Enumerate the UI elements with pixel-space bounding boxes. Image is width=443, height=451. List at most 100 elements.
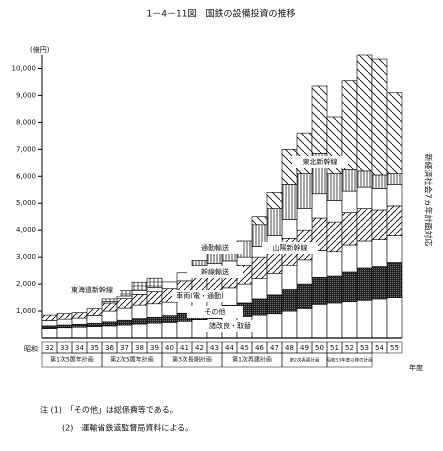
bar-segment xyxy=(146,303,163,318)
bar-segment xyxy=(161,281,178,289)
bar-segment xyxy=(131,281,148,291)
bar-segment xyxy=(236,256,253,266)
bar-segment xyxy=(161,322,178,339)
bar-segment xyxy=(131,318,148,325)
x-tick-label: 40 xyxy=(165,344,174,352)
bar-segment xyxy=(266,208,283,236)
y-tick-label: 9,000 xyxy=(16,91,36,99)
bar-segment xyxy=(131,289,148,295)
bar-segment xyxy=(101,302,118,312)
bar-segment xyxy=(371,298,388,339)
legend-bg xyxy=(172,290,228,302)
series-label: 東北新幹線 xyxy=(303,157,338,166)
plan-label: 第2次再建計画 xyxy=(290,357,320,364)
note: (2) 運輸省鉄道監督局資料による。 xyxy=(62,423,193,433)
x-tick-label: 33 xyxy=(60,344,69,352)
bar-segment xyxy=(341,271,358,302)
bar-segment xyxy=(101,321,118,327)
bar-segment xyxy=(131,304,148,319)
bar-segment xyxy=(86,323,103,327)
y-tick-label: 2,000 xyxy=(16,280,36,288)
bar-segment xyxy=(311,85,328,154)
plan-cell xyxy=(326,352,373,368)
bar-segment xyxy=(386,262,403,298)
bar-segment xyxy=(146,277,163,288)
bar-segment xyxy=(251,278,268,300)
x-tick-label: 38 xyxy=(135,344,144,352)
bar-segment xyxy=(311,304,328,339)
x-suffix: 年度 xyxy=(409,363,423,372)
bar-segment xyxy=(341,169,358,192)
bar-segment xyxy=(371,58,388,176)
y-tick-label: 1,000 xyxy=(16,307,36,315)
x-tick-label: 36 xyxy=(105,344,114,352)
legend-bg xyxy=(202,320,258,332)
bar-segment xyxy=(176,320,193,339)
bar-segment xyxy=(71,326,88,339)
bar-segment xyxy=(326,302,343,339)
bar-segment xyxy=(371,266,388,300)
x-tick-label: 41 xyxy=(180,344,189,352)
bar-segment xyxy=(296,259,313,285)
bar-segment xyxy=(251,256,268,280)
bar-segment xyxy=(266,294,283,315)
bar-segment xyxy=(56,324,73,329)
bar-segment xyxy=(251,216,268,226)
bar-segment xyxy=(146,322,163,339)
bar-segment xyxy=(356,240,373,269)
bar-segment xyxy=(116,295,133,299)
series-label: 車両(電・通勤) xyxy=(176,291,224,300)
x-tick-label: 48 xyxy=(285,344,294,352)
bar-segment xyxy=(41,314,58,321)
plan-label: 昭和53年度以降の計画 xyxy=(326,357,373,364)
x-tick-label: 42 xyxy=(195,344,204,352)
series-label: 諸改良・取替 xyxy=(209,321,251,330)
chart-title: 1－4－11図 国鉄の設備投資の推移 xyxy=(147,8,296,20)
bar-segment xyxy=(251,298,268,316)
x-tick-label: 32 xyxy=(45,344,54,352)
series-label: 幹線輸送 xyxy=(201,267,229,276)
bar-segment xyxy=(281,289,298,312)
bar-segment xyxy=(386,92,403,174)
x-tick-label: 39 xyxy=(150,344,159,352)
bar-segment xyxy=(266,313,283,339)
x-tick-label: 51 xyxy=(330,344,339,352)
legend-bg xyxy=(187,306,243,318)
plan-label: 第1次5箇年計画 xyxy=(50,356,94,364)
x-tick-label: 53 xyxy=(360,344,369,352)
legend-bg xyxy=(187,242,243,254)
bar-segment xyxy=(296,173,313,209)
bar-segment xyxy=(41,328,58,339)
bar-segment xyxy=(326,221,343,253)
bar-segment xyxy=(116,298,133,309)
bar-segment xyxy=(296,308,313,339)
bar-segment xyxy=(206,252,223,264)
legend-bg xyxy=(64,284,120,296)
bar-segment xyxy=(356,299,373,339)
bar-segment xyxy=(41,320,58,327)
bar-segment xyxy=(281,310,298,339)
y-tick-label: 6,000 xyxy=(16,172,36,180)
bar-segment xyxy=(341,301,358,339)
bar-segment xyxy=(356,170,373,188)
bar-segment xyxy=(296,283,313,309)
bar-segment xyxy=(266,273,283,296)
bar-segment xyxy=(236,283,253,304)
bar-segment xyxy=(86,326,103,339)
bar-segment xyxy=(371,188,388,211)
x-tick-label: 35 xyxy=(90,344,99,352)
x-tick-label: 44 xyxy=(225,344,234,352)
bar-segment xyxy=(86,308,103,316)
bar-segment xyxy=(71,323,88,328)
plan-label: 第2次5箇年計画 xyxy=(110,356,154,364)
bar-segment xyxy=(131,323,148,339)
legend-bg xyxy=(187,266,243,278)
bar-segment xyxy=(371,174,388,189)
bar-segment xyxy=(281,184,298,220)
bar-segment xyxy=(311,277,328,305)
y-unit: (億円) xyxy=(30,45,50,54)
y-tick-label: 8,000 xyxy=(16,118,36,126)
y-tick-label: 7,000 xyxy=(16,145,36,153)
bar-segment xyxy=(266,192,283,209)
